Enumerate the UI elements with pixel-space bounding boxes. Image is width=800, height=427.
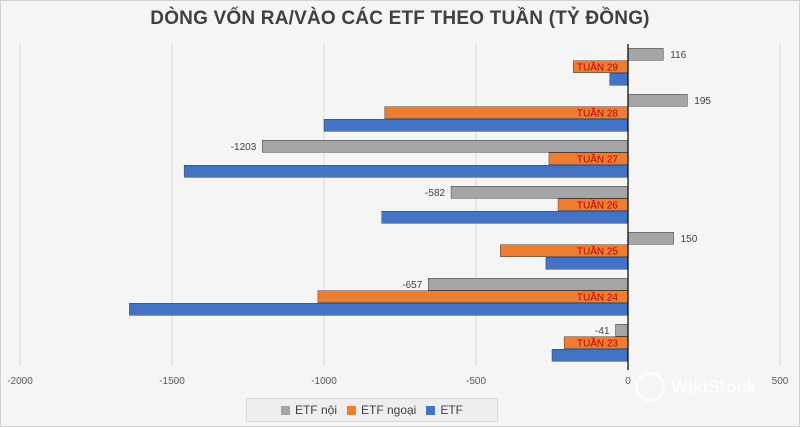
watermark: WikiStock — [635, 372, 757, 402]
category-label: TUẦN 23 — [577, 337, 619, 350]
data-label: -582 — [425, 188, 445, 199]
bar — [129, 303, 629, 316]
wikistock-logo-icon — [635, 372, 665, 402]
bar — [262, 140, 629, 153]
legend-item-etf: ETF — [426, 403, 463, 417]
legend-label-etf: ETF — [440, 403, 464, 417]
legend-swatch-etf — [426, 405, 436, 415]
legend-label-etf-ngoai: ETF ngoại — [360, 403, 417, 417]
bar — [183, 165, 629, 178]
bar — [545, 257, 629, 270]
category-label: TUẦN 29 — [577, 61, 619, 74]
watermark-text: WikiStock — [671, 376, 757, 397]
x-tick-label: 500 — [772, 376, 789, 387]
bar — [609, 73, 629, 86]
data-label: -41 — [595, 326, 610, 337]
bar — [381, 211, 629, 224]
category-label: TUẦN 28 — [577, 107, 619, 120]
category-label: TUẦN 27 — [577, 153, 619, 166]
category-label: TUẦN 24 — [577, 291, 619, 304]
data-label: -657 — [402, 280, 422, 291]
category-label: TUẦN 26 — [577, 199, 619, 212]
x-tick-label: -1000 — [311, 376, 337, 387]
legend: ETF nội ETF ngoại ETF — [246, 398, 498, 422]
data-label: -1203 — [231, 142, 257, 153]
x-tick-label: -1500 — [159, 376, 185, 387]
legend-swatch-etf-ngoai — [346, 405, 356, 415]
bar — [627, 94, 688, 107]
bar — [627, 232, 674, 245]
x-tick-label: -2000 — [7, 376, 33, 387]
legend-item-etf-ngoai: ETF ngoại — [346, 403, 417, 417]
bar — [627, 48, 664, 61]
x-tick-label: -500 — [466, 376, 486, 387]
data-label: 116 — [670, 50, 686, 61]
category-label: TUẦN 25 — [577, 245, 619, 258]
bar — [450, 186, 629, 199]
legend-label-etf-noi: ETF nội — [294, 403, 337, 417]
data-label: 150 — [681, 234, 698, 245]
bar — [551, 349, 629, 362]
bar — [428, 278, 629, 291]
bar — [323, 119, 629, 132]
chart-title: DÒNG VỐN RA/VÀO CÁC ETF THEO TUẦN (TỶ ĐỒ… — [150, 8, 650, 29]
legend-item-etf-noi: ETF nội — [280, 403, 337, 417]
x-tick-label: 0 — [625, 376, 631, 387]
bar — [615, 324, 629, 337]
data-label: 195 — [694, 96, 711, 107]
legend-swatch-etf-noi — [280, 405, 290, 415]
